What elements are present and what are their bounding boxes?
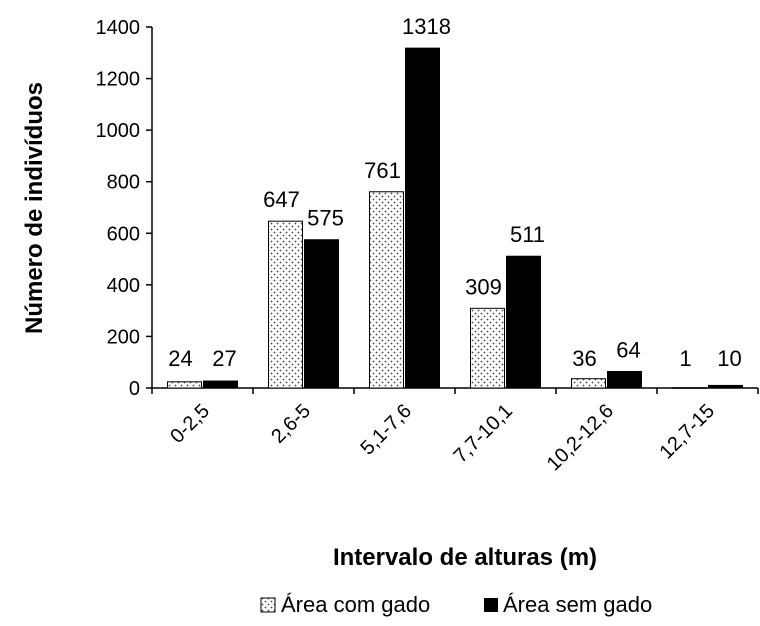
bar-com-gado	[268, 220, 303, 389]
bar-com-gado	[672, 387, 707, 389]
y-axis-title: Número de indivíduos	[21, 82, 48, 334]
x-tick-label: 7,7-10,1	[450, 400, 517, 467]
data-label-com-gado: 761	[364, 158, 401, 183]
bar-sem-gado	[607, 370, 642, 389]
bar-sem-gado	[506, 255, 541, 389]
data-labels: 24 27 647 575 761 1318 309 511 36 64 1 10	[168, 14, 741, 371]
data-label-com-gado: 1	[679, 346, 691, 371]
bars	[167, 47, 743, 389]
y-tick-label: 600	[107, 223, 140, 245]
y-tick-label: 1200	[96, 69, 141, 91]
bar-com-gado	[470, 307, 505, 389]
y-tick-label: 200	[107, 326, 140, 348]
x-tick-label: 5,1-7,6	[356, 400, 416, 460]
bar-sem-gado	[304, 239, 339, 389]
data-label-com-gado: 36	[572, 346, 596, 371]
data-label-com-gado: 24	[168, 346, 192, 371]
data-label-sem-gado: 511	[510, 222, 545, 247]
bar-com-gado	[571, 378, 606, 389]
data-label-sem-gado: 10	[717, 346, 741, 371]
data-label-sem-gado: 1318	[402, 14, 451, 39]
bar-com-gado	[167, 381, 202, 389]
data-label-sem-gado: 64	[616, 337, 640, 362]
x-axis-title: Intervalo de alturas (m)	[333, 544, 597, 571]
y-tick-label: 0	[129, 378, 140, 400]
data-label-sem-gado: 575	[307, 206, 344, 231]
data-label-com-gado: 309	[465, 274, 502, 299]
legend-label-sem-gado: Área sem gado	[503, 592, 652, 617]
y-tick-label: 1400	[96, 17, 141, 39]
x-tick-label: 10,2-12,6	[543, 400, 618, 475]
data-label-com-gado: 647	[263, 187, 300, 212]
bar-com-gado	[369, 191, 404, 389]
y-tick-label: 1000	[96, 120, 141, 142]
bar-sem-gado	[708, 384, 743, 389]
x-tick-label: 12,7-15	[656, 400, 720, 464]
legend-swatch-com-gado	[260, 597, 276, 613]
y-tick-label: 400	[107, 275, 140, 297]
x-tick-label: 2,6-5	[267, 400, 315, 448]
legend-swatch-sem-gado	[484, 598, 498, 612]
x-tick-label: 0-2,5	[166, 400, 214, 448]
data-label-sem-gado: 27	[212, 346, 236, 371]
y-tick-label: 800	[107, 172, 140, 194]
bar-sem-gado	[203, 380, 238, 389]
legend: Área com gado Área sem gado	[260, 592, 652, 617]
bar-sem-gado	[405, 47, 440, 389]
legend-label-com-gado: Área com gado	[281, 592, 430, 617]
